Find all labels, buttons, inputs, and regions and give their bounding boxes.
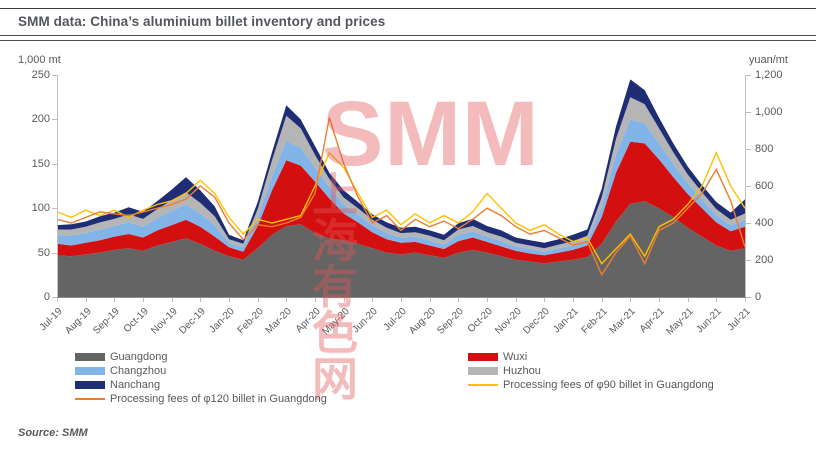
left-tick	[52, 252, 57, 254]
right-tick-label: 600	[755, 180, 774, 192]
right-tick	[746, 186, 751, 187]
left-tick	[52, 297, 57, 298]
right-tick	[746, 149, 751, 150]
legend-swatch-guangdong	[75, 353, 105, 361]
area-guangdong	[57, 201, 745, 297]
x-tick	[429, 298, 431, 302]
x-tick	[515, 298, 517, 302]
legend-swatch-wuxi	[468, 353, 498, 361]
right-tick	[746, 260, 751, 261]
legend-item-huzhou: Huzhou	[468, 365, 541, 377]
x-tick	[257, 298, 259, 302]
legend-item-fee-90: Processing fees of φ90 billet in Guangdo…	[468, 379, 714, 391]
left-tick-label: 150	[31, 157, 50, 170]
left-tick-label: 50	[37, 246, 50, 259]
legend-item-fee-120: Processing fees of φ120 billet in Guangd…	[75, 393, 327, 405]
right-tick-label: 0	[755, 291, 762, 303]
x-tick	[630, 298, 632, 302]
plot-area	[57, 79, 745, 297]
right-axis-title: yuan/mt	[748, 54, 788, 66]
x-tick	[171, 298, 173, 302]
chart-title: SMM data: China’s aluminium billet inven…	[18, 14, 386, 29]
legend-label-wuxi: Wuxi	[503, 351, 528, 363]
x-tick	[601, 298, 603, 302]
x-tick	[315, 298, 316, 302]
x-axis-line	[57, 297, 746, 298]
x-tick	[745, 298, 746, 302]
right-axis-line	[745, 75, 746, 297]
x-tick	[200, 298, 202, 302]
left-tick	[52, 163, 57, 165]
right-tick-label: 200	[755, 254, 774, 266]
x-tick	[143, 298, 144, 302]
legend-label-fee-120: Processing fees of φ120 billet in Guangd…	[110, 393, 327, 405]
legend-item-changzhou: Changzhou	[75, 365, 166, 377]
legend-label-huzhou: Huzhou	[503, 365, 541, 377]
source-note: Source: SMM	[18, 427, 88, 439]
right-tick-label: 1,000	[755, 106, 783, 118]
x-tick	[487, 298, 488, 302]
legend-label-fee-90: Processing fees of φ90 billet in Guangdo…	[503, 379, 714, 391]
x-tick	[57, 298, 58, 302]
line-fee-phi120	[57, 117, 745, 277]
right-tick	[746, 112, 751, 113]
left-axis-line	[57, 75, 58, 297]
x-tick	[544, 298, 546, 302]
legend-item-wuxi: Wuxi	[468, 351, 527, 363]
x-tick	[85, 298, 87, 302]
right-tick	[746, 75, 751, 76]
legend-item-guangdong: Guangdong	[75, 351, 168, 363]
legend-label-nanchang: Nanchang	[110, 379, 161, 391]
x-tick	[343, 298, 345, 302]
title-underline	[0, 35, 816, 41]
x-tick	[372, 298, 374, 302]
left-tick	[52, 208, 57, 210]
right-tick	[746, 223, 751, 224]
left-tick-label: 250	[31, 69, 50, 81]
area-wuxi	[57, 141, 745, 264]
x-tick	[716, 298, 718, 302]
x-tick	[659, 298, 660, 302]
legend-swatch-huzhou	[468, 367, 498, 375]
x-tick	[573, 298, 574, 302]
legend-item-nanchang: Nanchang	[75, 379, 160, 391]
line-fee-phi90	[57, 150, 745, 265]
left-tick-label: 0	[43, 291, 50, 303]
x-tick	[229, 298, 230, 302]
x-tick	[401, 298, 402, 302]
x-tick	[687, 298, 689, 302]
x-tick	[286, 298, 288, 302]
x-tick	[114, 298, 116, 302]
right-tick-label: 800	[755, 143, 774, 155]
legend-label-guangdong: Guangdong	[110, 351, 168, 363]
x-tick	[458, 298, 460, 302]
left-tick-label: 200	[31, 113, 50, 126]
right-tick-label: 400	[755, 217, 774, 229]
left-tick	[52, 75, 57, 76]
legend-swatch-fee-90	[468, 384, 498, 386]
left-tick	[52, 119, 57, 121]
right-tick-label: 1,200	[755, 69, 783, 81]
left-axis-title: 1,000 mt	[18, 54, 61, 66]
legend-swatch-nanchang	[75, 381, 105, 389]
area-changzhou	[57, 119, 745, 256]
left-tick-label: 100	[31, 202, 50, 215]
right-tick	[746, 297, 751, 298]
area-huzhou	[57, 97, 745, 252]
legend-swatch-fee-120	[75, 398, 105, 400]
legend-label-changzhou: Changzhou	[110, 365, 167, 377]
top-rule	[0, 8, 816, 9]
legend-swatch-changzhou	[75, 367, 105, 375]
